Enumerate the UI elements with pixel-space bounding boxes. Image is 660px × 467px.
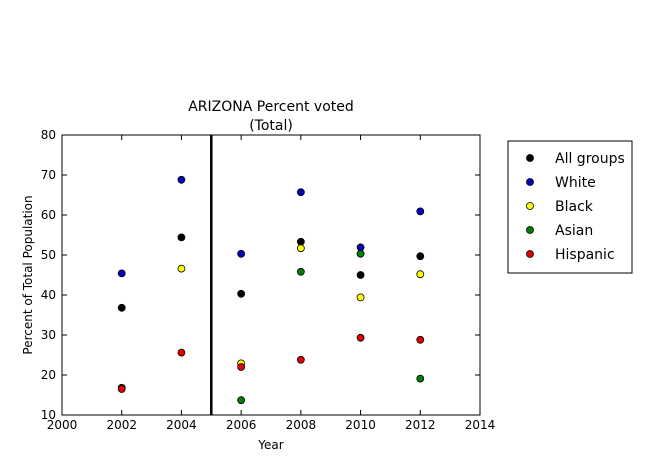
x-tick-label: 2010 [345,418,376,432]
y-tick-label: 80 [41,128,56,142]
y-axis-label: Percent of Total Population [21,195,35,354]
y-tick-label: 70 [41,168,56,182]
legend-marker-hispanic [526,250,534,258]
legend-label-black: Black [555,199,594,215]
y-tick-label: 40 [41,288,56,302]
legend-marker-asian [526,226,534,234]
legend-label-hispanic: Hispanic [555,247,615,263]
point-asian [356,249,365,258]
plot-area: 2000 2002 2004 2006 2008 2010 2012 2014 10 20 30 40… [41,128,496,432]
point-hispanic [237,363,246,371]
legend-marker-black [526,202,534,210]
y-tick-label: 30 [41,328,56,342]
point-black [356,293,365,302]
x-tick-label: 2006 [226,418,257,432]
point-all-groups [237,289,246,298]
legend-marker-all-groups [526,154,534,162]
point-white [356,243,365,252]
chart-title-line1: ARIZONA Percent voted [188,99,354,115]
x-axis-label: Year [257,438,283,452]
plot-frame [61,134,481,416]
point-hispanic [296,355,305,364]
chart-title-line2: (Total) [249,118,293,134]
legend-label-all-groups: All groups [555,151,625,167]
point-white [237,249,246,258]
point-white [416,207,425,216]
point-all-groups [296,237,305,246]
point-all-groups [177,233,186,242]
point-hispanic [416,335,425,344]
y-tick-label: 50 [41,248,56,262]
point-white [296,188,305,197]
x-tick-label: 2004 [166,418,197,432]
point-white [177,175,186,184]
point-black [416,270,425,279]
point-black [177,264,186,273]
y-tick-label: 20 [41,368,56,382]
legend-marker-white [526,178,534,186]
point-black [296,244,305,253]
point-asian [237,396,246,405]
point-white [117,269,126,278]
x-tick-label: 2002 [106,418,137,432]
x-tick-label: 2008 [286,418,317,432]
y-tick-label: 60 [41,208,56,222]
point-all-groups [117,303,126,312]
y-tick-label: 10 [41,408,56,422]
point-asian [416,374,425,383]
point-hispanic [177,348,186,357]
x-tick-label: 2000 [47,418,78,432]
x-tick-label: 2014 [465,418,496,432]
legend: All groups White Black Asian Hispanic [507,140,633,274]
legend-label-asian: Asian [555,223,593,239]
point-all-groups [356,271,365,279]
legend-label-white: White [555,175,596,191]
x-tick-label: 2012 [405,418,436,432]
point-asian [296,267,305,276]
point-all-groups [416,252,425,261]
point-hispanic [356,333,365,342]
point-hispanic [117,385,126,393]
